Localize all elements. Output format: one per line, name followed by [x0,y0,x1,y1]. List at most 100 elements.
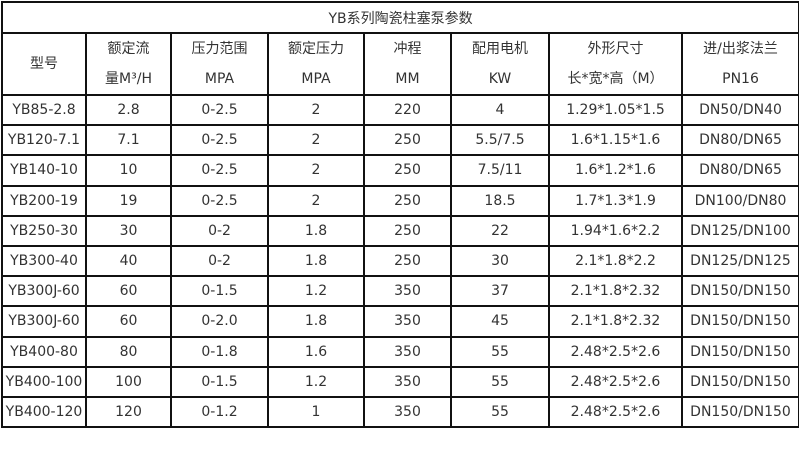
cell-stroke: 250 [363,154,452,187]
cell-dimensions: 2.48*2.5*2.6 [548,395,683,429]
cell-model: YB300J-60 [1,275,87,308]
cell-rated-flow: 60 [85,275,172,308]
cell-dimensions: 2.1*1.8*2.32 [548,275,683,308]
cell-rated-pressure: 1.8 [267,244,365,278]
header-row: 型号 额定流 量M³/H 压力范围 MPA 额定压力 MPA 冲程 MM 配用电机 KW 外形尺寸 长*… [1,32,799,96]
cell-motor-power: 55 [450,365,550,398]
cell-dimensions: 1.29*1.05*1.5 [548,93,683,127]
cell-pressure-range: 0-2.5 [170,124,269,157]
cell-motor-power: 30 [450,244,550,278]
cell-rated-pressure: 2 [267,93,365,127]
cell-pressure-range: 0-2 [170,244,269,278]
cell-rated-pressure: 1 [267,395,365,429]
pump-spec-table: YB系列陶瓷柱塞泵参数 型号 额定流 量M³/H 压力范围 MPA 额定压力 MPA 冲程 MM… [0,1,799,429]
cell-dimensions: 1.7*1.3*1.9 [548,184,683,217]
cell-rated-flow: 10 [85,154,172,187]
cell-stroke: 250 [363,184,452,217]
cell-dimensions: 2.1*1.8*2.2 [548,244,683,278]
cell-model: YB400-100 [1,365,87,398]
cell-dimensions: 2.1*1.8*2.32 [548,305,683,338]
cell-flange: DN125/DN100 [680,214,799,247]
cell-pressure-range: 0-2.0 [170,305,269,338]
table-row: YB400-80 80 0-1.8 1.6 350 55 2.48*2.5*2.6 DN150… [1,335,799,368]
cell-rated-pressure: 1.6 [267,335,365,368]
cell-stroke: 350 [363,275,452,308]
header-pressure-range: 压力范围 MPA [170,32,269,96]
header-line1: 配用电机 [472,41,528,57]
header-line2: 长*宽*高（M） [567,71,664,87]
cell-model: YB400-80 [1,335,87,368]
header-stroke: 冲程 MM [363,32,452,96]
cell-rated-pressure: 1.2 [267,275,365,308]
header-dimensions: 外形尺寸长*宽*高（M） [548,32,683,96]
cell-stroke: 350 [363,395,452,429]
cell-motor-power: 37 [450,275,550,308]
cell-rated-flow: 7.1 [85,124,172,157]
table-title: YB系列陶瓷柱塞泵参数 [0,1,799,34]
cell-pressure-range: 0-1.5 [170,275,269,308]
cell-model: YB200-19 [1,184,87,217]
table-row: YB85-2.8 2.8 0-2.5 2 220 4 1.29*1.05*1.5 DN50/D… [1,93,799,127]
header-line1: 额定压力 [288,41,344,57]
header-motor-power: 配用电机 KW [450,32,550,96]
cell-dimensions: 2.48*2.5*2.6 [548,365,683,398]
cell-pressure-range: 0-2 [170,214,269,247]
table-row: YB400-100 100 0-1.5 1.2 350 55 2.48*2.5*2.6 DN1… [1,365,799,398]
cell-model: YB300J-60 [1,305,87,338]
header-line1: 外形尺寸 [587,41,644,57]
cell-stroke: 350 [363,305,452,338]
cell-rated-pressure: 2 [267,154,365,187]
header-line2: KW [488,71,512,87]
cell-model: YB85-2.8 [1,93,87,127]
table-row: YB300-40 40 0-2 1.8 250 30 2.1*1.8*2.2 DN125/DN… [1,244,799,278]
cell-rated-flow: 40 [85,244,172,278]
cell-flange: DN150/DN150 [680,305,799,338]
cell-pressure-range: 0-1.8 [170,335,269,368]
cell-model: YB120-7.1 [1,124,87,157]
header-line2: MPA [204,71,235,87]
cell-rated-pressure: 2 [267,184,365,217]
cell-stroke: 350 [363,335,452,368]
cell-rated-flow: 80 [85,335,172,368]
header-rated-pressure: 额定压力 MPA [267,32,365,96]
cell-model: YB300-40 [1,244,87,278]
cell-motor-power: 4 [450,93,550,127]
cell-rated-flow: 2.8 [85,93,172,127]
cell-stroke: 250 [363,214,452,247]
cell-dimensions: 1.6*1.15*1.6 [548,124,683,157]
cell-model: YB140-10 [1,154,87,187]
cell-pressure-range: 0-1.2 [170,395,269,429]
title-row: YB系列陶瓷柱塞泵参数 [0,1,799,34]
table-row: YB140-10 10 0-2.5 2 250 7.5/11 1.6*1.2*1.6 DN80… [1,154,799,187]
cell-motor-power: 55 [450,335,550,368]
header-line1: 额定流 [107,41,150,57]
cell-motor-power: 45 [450,305,550,338]
cell-flange: DN100/DN80 [680,184,799,217]
header-line1: 压力范围 [191,41,248,57]
table-row: YB300J-60 60 0-2.0 1.8 350 45 2.1*1.8*2.32 DN15… [1,305,799,338]
cell-rated-pressure: 1.8 [267,305,365,338]
cell-stroke: 250 [363,244,452,278]
cell-pressure-range: 0-1.5 [170,365,269,398]
cell-stroke: 350 [363,365,452,398]
cell-rated-flow: 100 [85,365,172,398]
cell-model: YB250-30 [1,214,87,247]
cell-motor-power: 55 [450,395,550,429]
cell-rated-flow: 19 [85,184,172,217]
cell-rated-flow: 30 [85,214,172,247]
header-rated-flow: 额定流量M³/H [85,32,172,96]
cell-flange: DN150/DN150 [680,335,799,368]
header-line2: 量M³/H [105,71,152,87]
cell-flange: DN150/DN150 [680,395,799,429]
cell-rated-flow: 120 [85,395,172,429]
cell-motor-power: 5.5/7.5 [450,124,550,157]
cell-dimensions: 1.94*1.6*2.2 [548,214,683,247]
cell-rated-pressure: 1.8 [267,214,365,247]
table-row: YB400-120 120 0-1.2 1 350 55 2.48*2.5*2.6 DN150… [1,395,799,429]
header-line1: 冲程 [393,41,422,57]
cell-motor-power: 22 [450,214,550,247]
cell-pressure-range: 0-2.5 [170,154,269,187]
table-row: YB250-30 30 0-2 1.8 250 22 1.94*1.6*2.2 DN125/D… [1,214,799,247]
cell-flange: DN80/DN65 [680,124,799,157]
table-row: YB120-7.1 7.1 0-2.5 2 250 5.5/7.5 1.6*1.15*1.6… [1,124,799,157]
